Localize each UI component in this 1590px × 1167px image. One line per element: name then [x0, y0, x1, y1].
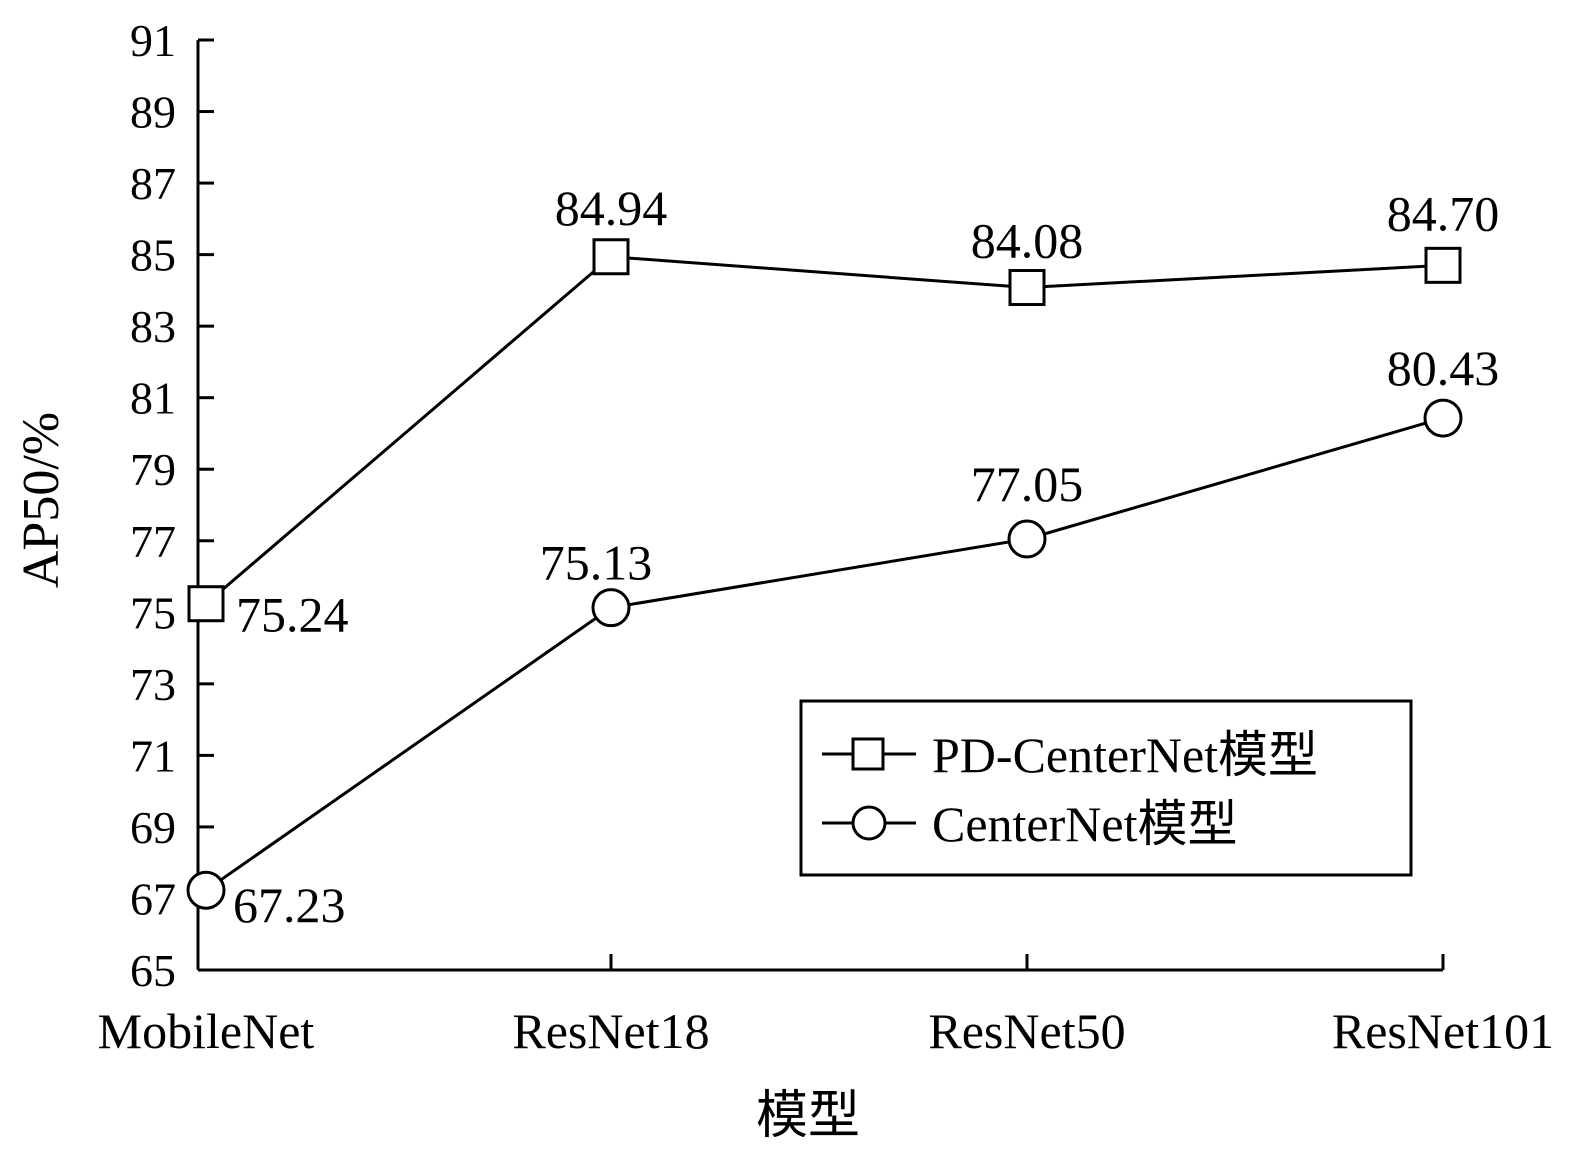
y-tick-label: 69: [130, 802, 176, 853]
square-marker: [1424, 246, 1462, 284]
data-labels: 75.24 84.94 84.08 84.70 67.23 75.13 77.05 80.43: [233, 180, 1499, 933]
circle-marker: [186, 870, 226, 910]
data-label: 75.13: [540, 535, 653, 591]
y-axis-title: AP50/%: [13, 412, 70, 588]
y-tick-label: 71: [130, 730, 176, 781]
y-tick-label: 79: [130, 444, 176, 495]
series-line-centernet: [205, 416, 1444, 892]
data-label: 77.05: [971, 456, 1084, 512]
legend-label-pd-centernet: PD-CenterNet模型: [932, 727, 1318, 783]
y-tick-label: 87: [130, 158, 176, 209]
data-label: 80.43: [1387, 340, 1500, 396]
y-tick-label: 65: [130, 945, 176, 996]
square-marker: [1008, 269, 1046, 307]
series-layer: [186, 238, 1463, 910]
legend-label-centernet: CenterNet模型: [932, 796, 1237, 852]
legend: PD-CenterNet模型 CenterNet模型: [799, 699, 1413, 877]
axes: 65 67 69 71 73 75 77 79 81 83 85 87 89 91 MobileNet Res…: [98, 15, 1554, 1059]
x-tick-label: ResNet18: [512, 1003, 709, 1059]
square-marker: [592, 238, 630, 276]
circle-marker: [591, 588, 631, 628]
legend-square-marker-icon: [851, 737, 885, 771]
circle-marker: [1423, 398, 1463, 438]
data-label: 84.08: [971, 213, 1084, 269]
x-tick-label: ResNet50: [928, 1003, 1125, 1059]
data-label: 75.24: [236, 587, 349, 643]
legend-item-pd-centernet: PD-CenterNet模型: [822, 727, 1318, 783]
y-tick-label: 91: [130, 15, 176, 66]
y-tick-label: 89: [130, 87, 176, 138]
data-label: 67.23: [233, 877, 346, 933]
y-tick-label: 81: [130, 373, 176, 424]
y-tick-label: 73: [130, 659, 176, 710]
legend-circle-marker-icon: [851, 805, 887, 841]
y-tick-label: 67: [130, 873, 176, 924]
circle-marker: [1007, 519, 1047, 559]
y-tick-label: 85: [130, 230, 176, 281]
x-axis-title: 模型: [756, 1088, 860, 1145]
legend-box: [799, 699, 1413, 877]
y-tick-label: 77: [130, 516, 176, 567]
y-tick-label: 75: [130, 587, 176, 638]
square-marker: [187, 585, 225, 623]
x-tick-label: MobileNet: [98, 1003, 315, 1059]
data-label: 84.94: [555, 180, 668, 236]
x-tick-label: ResNet101: [1332, 1003, 1554, 1059]
series-line-pd-centernet: [205, 255, 1444, 605]
data-label: 84.70: [1387, 185, 1500, 241]
legend-item-centernet: CenterNet模型: [822, 796, 1237, 852]
y-tick-label: 83: [130, 301, 176, 352]
